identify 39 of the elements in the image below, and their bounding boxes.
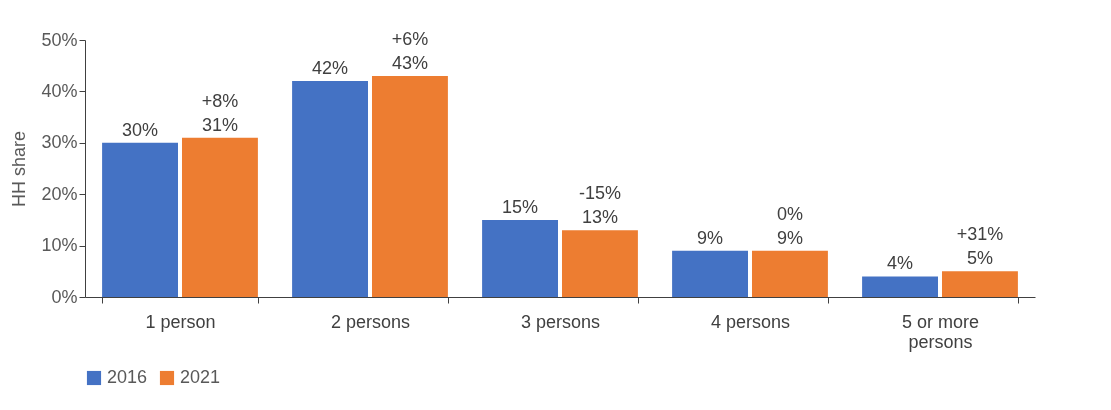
- annotation: -15%: [578, 183, 621, 204]
- data-label: 13%: [581, 207, 618, 228]
- y-axis-title: HH share: [9, 130, 30, 208]
- bar: [942, 271, 1018, 297]
- bar: [862, 276, 938, 297]
- data-label: 42%: [312, 58, 349, 79]
- bar: [292, 81, 368, 297]
- data-label: 30%: [122, 119, 159, 140]
- bar: [562, 230, 638, 297]
- bar: [372, 75, 448, 297]
- annotation: +31%: [956, 224, 1004, 245]
- annotation: +8%: [201, 90, 239, 111]
- data-label: 15%: [502, 196, 539, 217]
- y-tick-label: 40%: [41, 80, 78, 101]
- y-tick-label: 50%: [41, 29, 78, 50]
- annotation: +6%: [391, 28, 429, 49]
- data-label: 43%: [391, 52, 428, 73]
- bar: [482, 219, 558, 297]
- legend-label: 2021: [180, 367, 221, 387]
- y-tick-label: 10%: [41, 235, 78, 256]
- data-label: 31%: [201, 114, 238, 135]
- annotation: 0%: [776, 203, 803, 224]
- bar: [672, 250, 748, 297]
- bar: [102, 142, 178, 297]
- x-tick-label: 2 persons: [330, 311, 411, 332]
- x-tick-label: 5 or more persons: [901, 311, 980, 352]
- data-label: 9%: [697, 227, 724, 248]
- x-tick-label: 3 persons: [520, 311, 601, 332]
- y-tick-label: 30%: [41, 132, 78, 153]
- x-tick-label: 1 person: [145, 311, 216, 332]
- legend-label: 2016: [107, 367, 148, 387]
- data-label: 4%: [887, 253, 914, 274]
- y-tick-label: 20%: [41, 183, 78, 204]
- bar: [752, 250, 828, 297]
- data-label: 9%: [776, 227, 803, 248]
- data-label: 5%: [966, 248, 993, 269]
- y-tick-label: 0%: [51, 286, 78, 307]
- bar: [182, 137, 258, 297]
- x-tick-label: 4 persons: [710, 311, 791, 332]
